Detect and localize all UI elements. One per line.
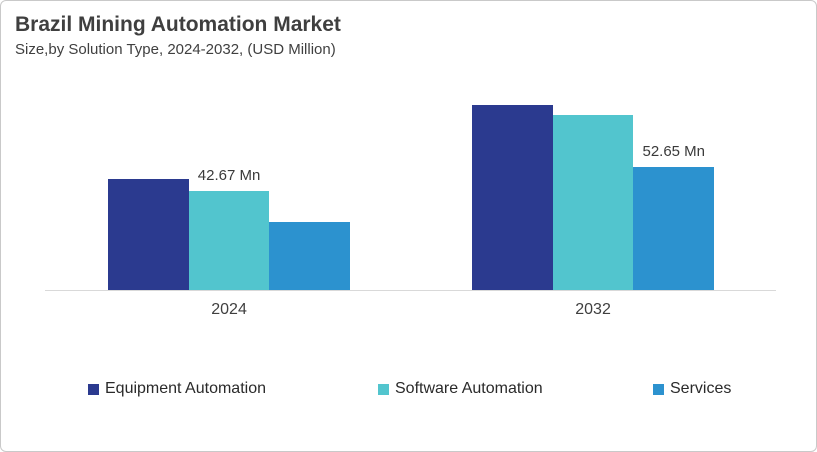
legend-item-services: Services [653, 380, 731, 398]
plot-area: 2024 2032 42.67 Mn 52.65 Mn [45, 96, 776, 318]
chart-title: Brazil Mining Automation Market [15, 13, 341, 36]
legend-item-equipment-automation: Equipment Automation [88, 380, 266, 398]
bar-services-2024 [269, 222, 351, 290]
legend-swatch-equipment-automation-icon [88, 383, 99, 395]
chart-subtitle: Size,by Solution Type, 2024-2032, (USD M… [15, 41, 336, 59]
bar-value-label-software-automation-2024: 42.67 Mn [197, 166, 261, 184]
bar-software-automation-2024 [188, 190, 270, 290]
legend: Equipment Automation Software Automation… [1, 380, 816, 400]
x-axis-label-2032: 2032 [575, 301, 611, 318]
legend-label-services: Services [670, 380, 732, 397]
bar-software-automation-2032 [552, 115, 634, 290]
chart-header: Brazil Mining Automation Market Size,by … [15, 12, 341, 58]
bar-value-label-services-2032: 52.65 Mn [642, 143, 706, 161]
bar-equipment-automation-2032 [472, 105, 553, 290]
legend-label-software-automation: Software Automation [395, 380, 543, 397]
legend-swatch-software-automation-icon [378, 383, 389, 395]
bar-services-2032 [633, 167, 715, 290]
legend-item-software-automation: Software Automation [378, 380, 543, 398]
x-axis-label-2024: 2024 [211, 301, 247, 318]
x-axis-line [45, 290, 776, 291]
legend-label-equipment-automation: Equipment Automation [105, 380, 266, 397]
legend-swatch-services-icon [653, 383, 664, 395]
bar-equipment-automation-2024 [108, 178, 189, 290]
